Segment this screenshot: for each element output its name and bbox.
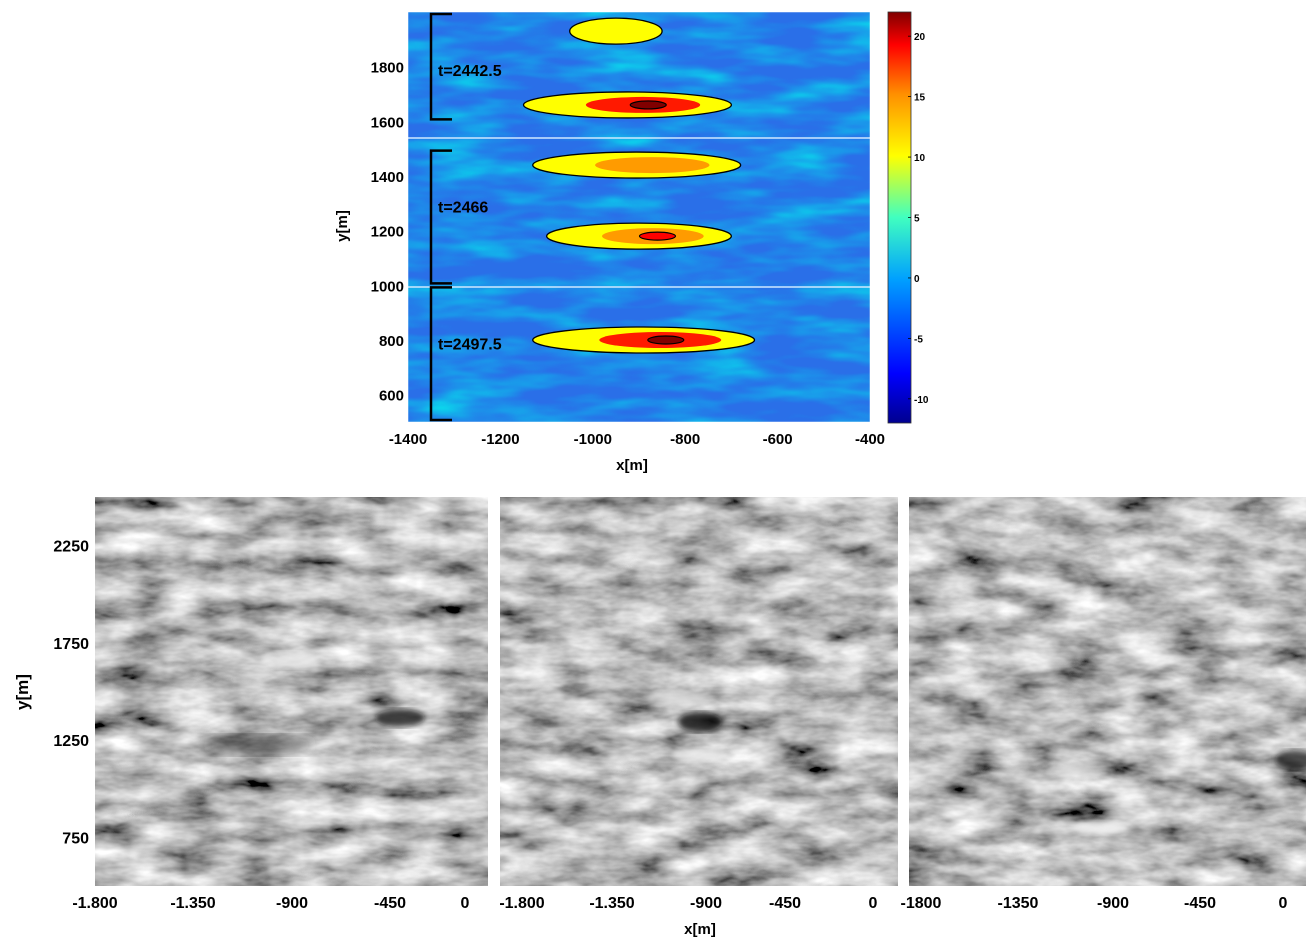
top-y-tick-label: 1800 [371, 60, 404, 77]
colorbar-tick-label: -5 [914, 334, 923, 345]
top-x-tick-label: -600 [763, 431, 793, 448]
top-y-tick-label: 800 [379, 333, 404, 350]
gray-x-tick-label: 0 [461, 895, 470, 912]
gray-x-tick-label: -1800 [901, 895, 942, 912]
band-peak-contour [638, 231, 677, 241]
band-peak-contour [647, 335, 685, 345]
top-y-tick-label: 600 [379, 388, 404, 405]
top-heatmap-plot: -1400 -1200 -1000 -800 -600 -400 600 800 1000 12… [334, 11, 885, 474]
time-bracket [429, 12, 452, 121]
colorbar-tick-label: 0 [914, 274, 920, 285]
band-core [595, 157, 710, 174]
top-y-ticks: 600 800 1000 1200 1400 1600 1800 [371, 60, 404, 405]
colorbar-ticks: 20 15 10 5 0 -5 -10 [908, 32, 929, 406]
colorbar-tick-label: -10 [914, 395, 929, 406]
gray-y-tick-label: 2250 [53, 539, 89, 556]
band-core [597, 23, 649, 40]
gray-x-tick-label: 0 [1279, 895, 1288, 912]
gray-y-tick-label: 750 [62, 830, 89, 847]
time-bracket [429, 286, 452, 422]
band-contour [522, 91, 733, 119]
gray-x-tick-label: -900 [1097, 895, 1129, 912]
top-y-tick-label: 1000 [371, 278, 404, 295]
colorbar-tick-label: 20 [914, 32, 926, 43]
top-x-tick-label: -800 [670, 431, 700, 448]
gray-x-tick-label: -450 [374, 895, 406, 912]
gray-x-tick-label: -1.800 [72, 895, 117, 912]
band-contour [545, 222, 733, 250]
top-x-tick-label: -400 [855, 431, 885, 448]
colorbar: 20 15 10 5 0 -5 -10 [887, 11, 929, 424]
top-x-axis-label: x[m] [616, 457, 648, 474]
gray-panel-1 [95, 497, 488, 886]
top-x-tick-label: -1400 [389, 431, 427, 448]
top-x-tick-label: -1200 [481, 431, 519, 448]
gray-y-tick-label: 1250 [53, 733, 89, 750]
gray-x-tick-label: -1.350 [170, 895, 215, 912]
grayscale-panels: -1.800 -1.350 -900 -450 0 -1.800 -1.350 -900 -45… [13, 497, 1306, 938]
time-annotation: t=2466 [438, 200, 488, 217]
gray-x-tick-label: -1.350 [589, 895, 634, 912]
time-brackets: t=2442.5 t=2466 t=2497.5 [429, 12, 502, 422]
gray-x-tick-label: -900 [690, 895, 722, 912]
colorbar-tick-label: 10 [914, 153, 926, 164]
bottom-y-axis-label: y[m] [13, 674, 32, 710]
top-y-axis-label: y[m] [334, 210, 351, 242]
band-contour [569, 17, 663, 45]
gray-x-tick-label: -450 [1184, 895, 1216, 912]
hot-bands [522, 17, 756, 354]
gray-panel-3 [909, 497, 1306, 886]
top-x-ticks: -1400 -1200 -1000 -800 -600 -400 [389, 431, 885, 448]
gray-x-tick-label: -900 [276, 895, 308, 912]
colorbar-tick-label: 15 [914, 93, 926, 104]
colorbar-tick-label: 5 [914, 214, 920, 225]
gray-x-tick-label: -450 [769, 895, 801, 912]
time-annotation: t=2442.5 [438, 63, 502, 80]
top-heatmap-area [408, 12, 870, 422]
bottom-x-axis-label: x[m] [684, 921, 716, 938]
top-y-tick-label: 1600 [371, 114, 404, 131]
top-x-tick-label: -1000 [574, 431, 612, 448]
band-peak-contour [629, 100, 667, 110]
gray-y-ticks: 2250 1750 1250 750 [53, 539, 89, 848]
time-annotation: t=2497.5 [438, 336, 502, 353]
gray-x-tick-label: -1.800 [499, 895, 544, 912]
gray-x-tick-label: -1350 [998, 895, 1039, 912]
time-bracket [429, 149, 452, 285]
top-y-tick-label: 1200 [371, 224, 404, 241]
gray-x-tick-label: 0 [869, 895, 878, 912]
top-y-tick-label: 1400 [371, 169, 404, 186]
band-contour [532, 151, 742, 179]
colorbar-gradient [887, 11, 912, 424]
gray-x-ticks: -1.800 -1.350 -900 -450 0 -1.800 -1.350 -900 -45… [72, 895, 1287, 912]
band-contour [532, 326, 756, 354]
gray-panel-2 [500, 497, 898, 886]
gray-y-tick-label: 1750 [53, 636, 89, 653]
